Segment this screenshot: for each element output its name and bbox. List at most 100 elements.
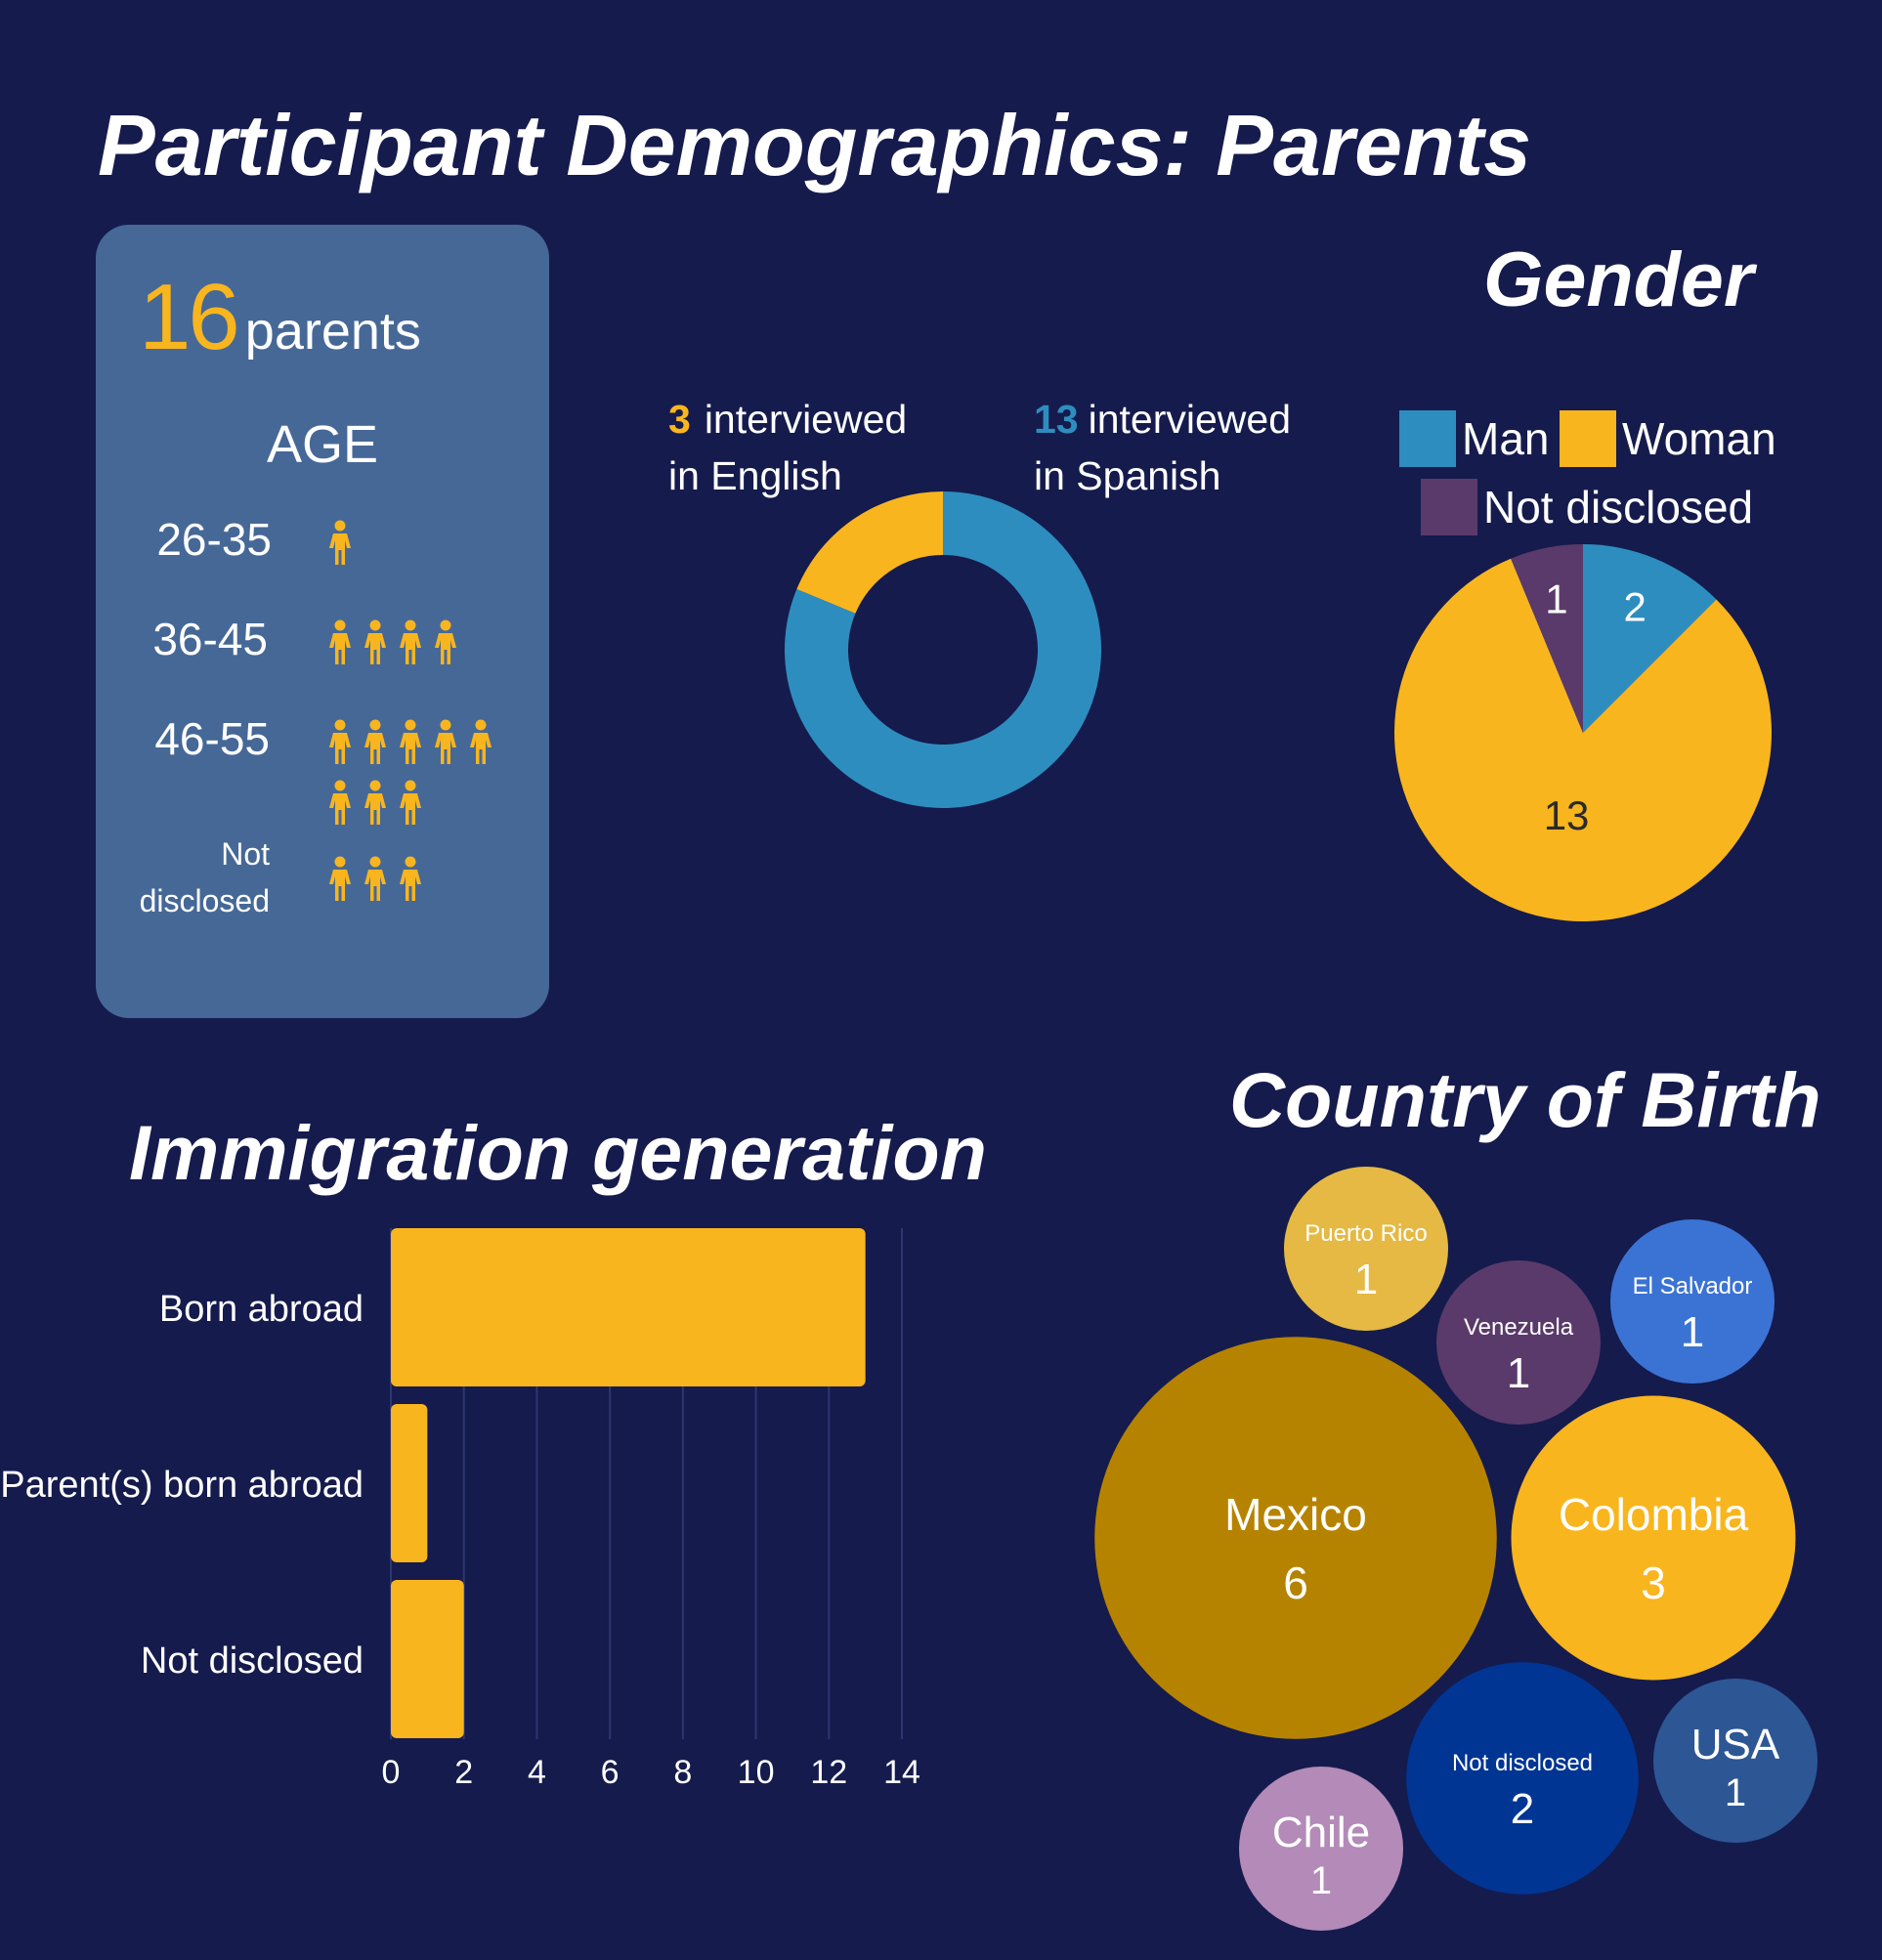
person-icon — [329, 520, 351, 565]
person-icon — [435, 619, 456, 664]
donut-slice-english — [796, 491, 943, 614]
pie-slice-not-disclosed — [1511, 544, 1583, 733]
person-icon — [364, 856, 386, 901]
age-icons-36-45 — [326, 619, 512, 666]
person-icon — [400, 856, 421, 901]
legend-not-disclosed-label: Not disclosed — [1483, 482, 1754, 533]
age-label-46-55: 46-55 — [154, 713, 270, 764]
immigration-title: Immigration generation — [129, 1109, 987, 1196]
legend-woman-label: Woman — [1622, 413, 1776, 464]
bar-category-label: Not disclosed — [141, 1640, 364, 1682]
pie-slice-woman — [1394, 558, 1772, 921]
participant-count-number: 16 — [139, 265, 240, 369]
gender-pie-chart: 2 13 1 — [1394, 544, 1772, 921]
country-bubble-chart: Puerto Rico 1 Venezuela 1 El Salvador 1 Mexico… — [1094, 1167, 1818, 1931]
pie-label-man: 2 — [1623, 584, 1646, 630]
pie-slice-man — [1583, 544, 1717, 733]
legend-woman-swatch — [1560, 410, 1616, 467]
age-heading: AGE — [266, 415, 379, 474]
person-icon — [329, 619, 351, 664]
bubble-value-venezuela: 1 — [1507, 1349, 1530, 1397]
person-icon — [435, 719, 456, 764]
bubble-value-colombia: 3 — [1641, 1557, 1666, 1608]
person-icon — [400, 619, 421, 664]
spanish-label: 13 interviewed in Spanish — [1034, 391, 1291, 504]
language-donut-chart — [785, 491, 1101, 808]
age-icons-26-35 — [326, 520, 512, 567]
bubble-usa — [1653, 1679, 1818, 1843]
bar-category-label: Parent(s) born abroad — [0, 1465, 364, 1506]
age-icons-not-disclosed — [326, 856, 512, 903]
spanish-label-line2: in Spanish — [1034, 453, 1221, 498]
age-label-26-35: 26-35 — [156, 514, 272, 565]
bubble-value-usa: 1 — [1725, 1771, 1746, 1814]
x-tick-label: 4 — [528, 1754, 546, 1791]
x-tick-label: 8 — [673, 1754, 692, 1791]
bubble-label-colombia: Colombia — [1559, 1489, 1749, 1540]
english-label-line2: in English — [668, 453, 842, 498]
spanish-count: 13 — [1034, 397, 1079, 442]
bubble-label-not-disclosed: Not disclosed — [1452, 1750, 1593, 1776]
age-label-not-disclosed: Not disclosed — [139, 836, 270, 918]
participant-count-label: parents — [244, 302, 421, 361]
pie-label-not-disclosed: 1 — [1545, 576, 1567, 622]
immigration-bar-chart: Born abroad Parent(s) born abroad Not disc… — [0, 1228, 920, 1791]
x-tick-label: 14 — [883, 1754, 920, 1791]
person-icon — [329, 856, 351, 901]
person-icon — [364, 780, 386, 825]
person-icon — [329, 719, 351, 764]
bubble-label-chile: Chile — [1272, 1809, 1370, 1856]
age-card — [96, 225, 549, 1018]
person-icon — [400, 719, 421, 764]
english-label: 3 interviewed in English — [668, 391, 907, 504]
bubble-label-puerto-rico: Puerto Rico — [1305, 1220, 1427, 1247]
x-tick-label: 12 — [810, 1754, 847, 1791]
person-icon — [364, 719, 386, 764]
bar — [391, 1228, 866, 1386]
age-label-36-45: 36-45 — [152, 614, 268, 664]
pie-label-woman: 13 — [1544, 792, 1590, 838]
bubble-label-venezuela: Venezuela — [1464, 1314, 1574, 1341]
spanish-label-line1: interviewed — [1088, 397, 1291, 442]
bubble-label-el-salvador: El Salvador — [1633, 1273, 1753, 1300]
english-count: 3 — [668, 397, 691, 442]
bubble-value-puerto-rico: 1 — [1354, 1256, 1378, 1303]
bubble-value-el-salvador: 1 — [1681, 1308, 1704, 1356]
person-icon — [400, 780, 421, 825]
person-icon — [329, 780, 351, 825]
bubble-chile — [1239, 1767, 1403, 1931]
bar-category-label: Born abroad — [159, 1289, 364, 1330]
bubble-colombia — [1511, 1395, 1796, 1681]
age-icons-46-55 — [326, 719, 512, 827]
bubble-el-salvador — [1610, 1219, 1775, 1384]
x-tick-label: 0 — [382, 1754, 401, 1791]
x-tick-label: 6 — [601, 1754, 620, 1791]
bubble-value-mexico: 6 — [1283, 1557, 1308, 1608]
bubble-venezuela — [1436, 1260, 1601, 1425]
bubble-not-disclosed — [1406, 1662, 1639, 1895]
bubble-label-usa: USA — [1691, 1721, 1780, 1768]
gender-title: Gender — [1483, 235, 1754, 322]
donut-slice-spanish — [785, 491, 1101, 808]
person-icon — [470, 719, 492, 764]
legend-not-disclosed-swatch — [1421, 479, 1477, 535]
bubble-label-mexico: Mexico — [1224, 1489, 1367, 1540]
legend-not-disclosed: Not disclosed — [1421, 479, 1753, 535]
country-title: Country of Birth — [1229, 1056, 1821, 1143]
bubble-mexico — [1094, 1337, 1497, 1739]
legend-woman: Woman — [1560, 410, 1776, 467]
x-tick-label: 10 — [738, 1754, 775, 1791]
bubble-value-chile: 1 — [1310, 1859, 1332, 1902]
bubble-puerto-rico — [1284, 1167, 1448, 1331]
bar — [391, 1404, 428, 1562]
person-icon — [364, 619, 386, 664]
legend-man-swatch — [1399, 410, 1456, 467]
bar — [391, 1580, 464, 1738]
bubble-value-not-disclosed: 2 — [1511, 1785, 1534, 1833]
page-title: Participant Demographics: Parents — [98, 97, 1532, 193]
legend-man: Man — [1399, 410, 1549, 467]
x-tick-label: 2 — [454, 1754, 473, 1791]
legend-man-label: Man — [1462, 413, 1550, 464]
participant-count: 16 parents — [139, 264, 421, 371]
english-label-line1: interviewed — [704, 397, 908, 442]
